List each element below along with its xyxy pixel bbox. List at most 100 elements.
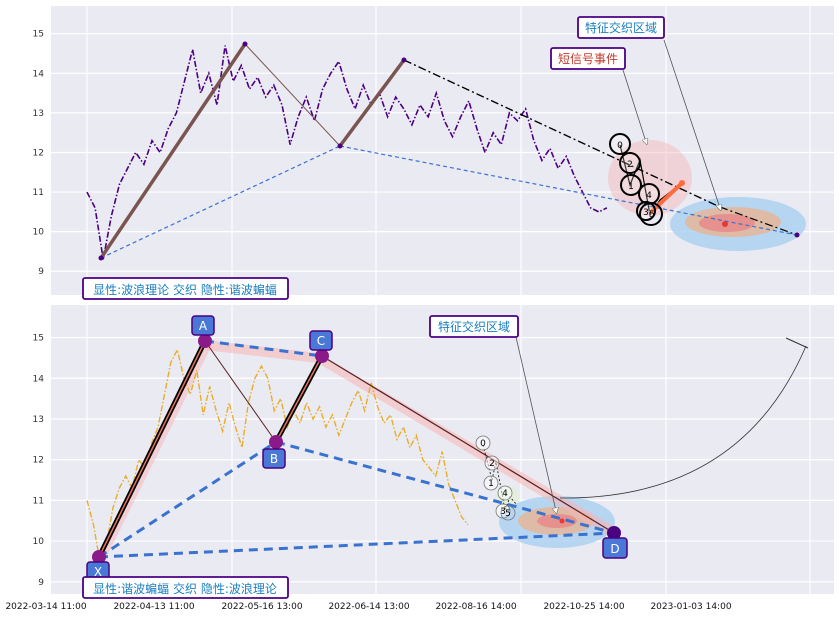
y-tick-label: 13 (33, 109, 44, 119)
point-X-marker (92, 550, 106, 564)
x-tick-label: 2022-05-16 13:00 (221, 602, 302, 612)
svg-text:3: 3 (500, 507, 506, 517)
bottom-wave-numbers: 0 2 1 4 3 5 (475, 435, 516, 521)
y-tick-label: 15 (33, 334, 44, 344)
svg-text:2: 2 (489, 459, 495, 469)
harmonic-dash-BD (275, 440, 615, 535)
svg-text:2: 2 (627, 160, 633, 170)
sub-wave-line (619, 144, 683, 217)
zone-label-top: 特征交织区域 (585, 20, 657, 35)
bottom-zone-arrow (515, 336, 556, 511)
harmonic-leg-AB (204, 340, 277, 443)
bottom-wave-0: 0 (475, 435, 491, 451)
bottom-panel: 9 10 11 12 13 14 15 0 2 1 (33, 305, 834, 599)
bottom-zone-inner (537, 514, 577, 528)
y-tick-label: 13 (33, 415, 44, 425)
harmonic-dash-XB (98, 440, 277, 559)
wave-point (337, 143, 343, 149)
svg-text:0: 0 (617, 141, 623, 151)
wave-point (98, 255, 104, 261)
projection-cap (785, 337, 809, 349)
bottom-plot-background (51, 305, 834, 594)
zone-label-bottom: 特征交织区域 (438, 319, 510, 334)
zone-arrow (663, 39, 720, 208)
x-tick-label: 2022-08-16 14:00 (435, 602, 516, 612)
wave-number-3: 3 (636, 201, 656, 221)
point-D-label: D (602, 537, 628, 559)
svg-text:5: 5 (649, 210, 655, 220)
svg-text:1: 1 (488, 479, 494, 489)
zone-label-box-bottom (429, 315, 519, 338)
x-tick-label: 2022-04-13 11:00 (113, 602, 194, 612)
y-tick-label: 10 (33, 228, 45, 238)
short-signal-label-box (550, 47, 626, 70)
blue-dashed-line-2 (339, 145, 798, 236)
y-tick-label: 10 (33, 537, 45, 547)
top-legend-box (82, 277, 289, 300)
top-legend-label: 显性:波浪理论 交织 隐性:谐波蝙蝠 (93, 282, 277, 297)
x-tick-label: 2022-03-14 11:00 (5, 602, 86, 612)
y-tick-label: 11 (33, 496, 44, 506)
short-signal-end (679, 180, 685, 186)
bottom-legend-label: 显性:谐波蝙蝠 交织 隐性:波浪理论 (93, 581, 277, 596)
signal-arrow (622, 69, 646, 142)
svg-text:B: B (270, 452, 278, 466)
y-tick-label: 9 (38, 578, 44, 588)
x-tick-label: 2023-01-03 14:00 (650, 602, 731, 612)
point-A-marker (198, 334, 212, 348)
zone-center-dot (722, 221, 728, 227)
black-dashdot-trend-2 (719, 206, 798, 236)
zone-label-box-top (577, 16, 665, 39)
wave-leg-2 (244, 43, 341, 147)
y-tick-label: 12 (33, 148, 44, 158)
bottom-wave-5: 5 (500, 505, 516, 521)
wave-point (242, 41, 248, 47)
svg-text:D: D (610, 542, 619, 556)
bottom-y-tick-labels: 9 10 11 12 13 14 15 (33, 334, 45, 588)
svg-text:4: 4 (502, 489, 508, 499)
harmonic-leg-CD (321, 355, 615, 534)
svg-text:3: 3 (643, 208, 649, 218)
wave-number-0: 0 (609, 133, 631, 155)
point-B-label: B (262, 448, 286, 469)
svg-text:X: X (94, 565, 102, 579)
x-tick-label: 2022-10-25 14:00 (543, 602, 624, 612)
black-dashdot-trend-1 (403, 59, 721, 208)
wave-number-1: 1 (620, 174, 642, 196)
y-tick-label: 12 (33, 456, 44, 466)
harmonic-leg-XA-inner (98, 340, 206, 558)
point-D-marker (607, 526, 621, 540)
y-tick-label: 11 (33, 188, 44, 198)
wave-leg-3 (338, 58, 406, 148)
y-tick-label: 15 (33, 30, 44, 40)
harmonic-dash-AC (204, 339, 323, 358)
svg-text:A: A (199, 319, 208, 333)
point-C-marker (315, 349, 329, 363)
point-B-marker (269, 435, 283, 449)
bottom-grid (51, 305, 834, 594)
y-tick-label: 14 (33, 374, 45, 384)
svg-text:C: C (317, 334, 325, 348)
bottom-zone-center (559, 518, 565, 524)
svg-text:0: 0 (480, 439, 486, 449)
bottom-pink-channel-2 (99, 341, 212, 562)
wave-point-end (794, 232, 800, 238)
blue-dashed-line-1 (100, 145, 341, 259)
top-wave-numbers: 0 2 1 4 3 5 (609, 133, 663, 226)
short-signal-label: 短信号事件 (558, 52, 618, 66)
top-plot-background (51, 6, 834, 295)
wave-leg-1 (99, 43, 247, 259)
top-y-tick-labels: 9 10 11 12 13 14 15 (33, 30, 45, 278)
bottom-legend-box (82, 576, 289, 599)
svg-text:5: 5 (505, 509, 511, 519)
y-tick-label: 9 (38, 267, 44, 277)
y-tick-label: 14 (33, 69, 45, 79)
wave-number-2: 2 (619, 152, 641, 174)
harmonic-leg-BC-inner (275, 355, 323, 443)
point-A-label: A (191, 315, 215, 336)
bottom-wave-1: 1 (483, 475, 499, 491)
bottom-wave-2: 2 (484, 455, 500, 471)
